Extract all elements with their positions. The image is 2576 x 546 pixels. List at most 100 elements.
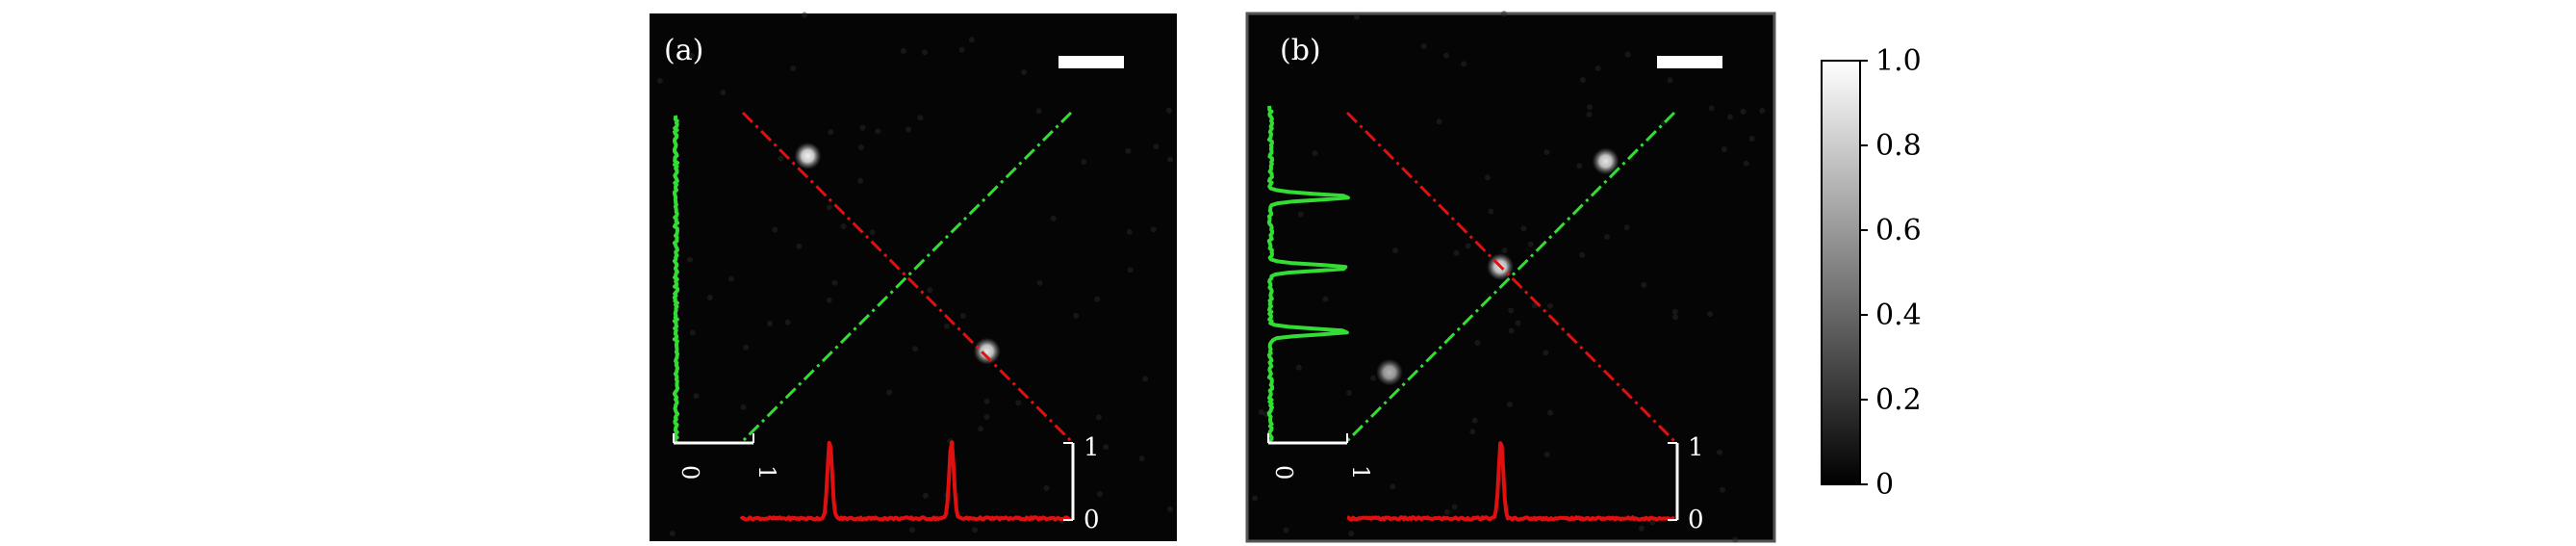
- background-speckle: [1295, 364, 1302, 371]
- background-speckle: [1469, 429, 1476, 435]
- background-speckle: [958, 46, 965, 53]
- background-speckle: [1443, 508, 1450, 515]
- background-speckle: [1576, 163, 1583, 169]
- background-speckle: [1587, 104, 1594, 111]
- background-speckle: [983, 398, 990, 404]
- background-speckle: [743, 344, 750, 351]
- panel-b-hscale-tick-0: 0: [1688, 506, 1704, 534]
- background-speckle: [790, 65, 797, 72]
- background-speckle: [1167, 156, 1174, 163]
- background-speckle: [1579, 77, 1586, 84]
- background-speckle: [1546, 302, 1553, 309]
- background-speckle: [693, 393, 700, 400]
- background-speckle: [1719, 486, 1725, 493]
- background-speckle: [1508, 307, 1515, 314]
- background-speckle: [826, 297, 832, 303]
- background-speckle: [688, 52, 695, 59]
- background-speckle: [1484, 174, 1491, 181]
- background-speckle: [1096, 491, 1103, 498]
- background-speckle: [1579, 251, 1586, 258]
- background-speckle: [959, 312, 966, 319]
- colorbar: 1.0 0.8 0.6 0.4 0.2 0: [1821, 44, 1922, 502]
- background-speckle: [921, 49, 928, 56]
- background-speckle: [1167, 506, 1174, 512]
- background-speckle: [943, 323, 950, 329]
- background-speckle: [857, 177, 864, 184]
- panel-a-scale-bar: [1058, 56, 1124, 68]
- background-speckle: [1073, 312, 1080, 319]
- colorbar-tick-label: 0.2: [1875, 383, 1922, 417]
- background-speckle: [1641, 281, 1647, 288]
- background-speckle: [831, 279, 838, 286]
- background-speckle: [1391, 247, 1398, 254]
- colorbar-tick-label: 0: [1875, 468, 1894, 502]
- background-speckle: [1594, 65, 1601, 71]
- background-speckle: [1543, 452, 1550, 458]
- background-speckle: [983, 414, 990, 421]
- background-speckle: [1081, 159, 1087, 166]
- background-speckle: [1471, 417, 1478, 424]
- background-speckle: [828, 129, 834, 136]
- background-speckle: [978, 426, 984, 432]
- background-speckle: [1283, 527, 1289, 533]
- background-speckle: [784, 319, 791, 325]
- background-speckle: [1043, 484, 1050, 491]
- background-speckle: [1527, 241, 1534, 247]
- panel-b-image: [1245, 12, 1776, 543]
- background-speckle: [1743, 160, 1749, 167]
- background-speckle: [1624, 51, 1631, 58]
- background-speckle: [1436, 118, 1442, 125]
- background-speckle: [1671, 308, 1678, 315]
- background-speckle: [767, 320, 774, 326]
- background-speckle: [706, 295, 713, 301]
- background-speckle: [1667, 77, 1673, 84]
- background-speckle: [778, 155, 784, 162]
- colorbar-gradient: [1821, 60, 1861, 485]
- background-speckle: [1717, 449, 1723, 455]
- background-speckle: [1153, 143, 1160, 150]
- panel-b-vscale-tick-0: 0: [1270, 465, 1297, 480]
- background-speckle: [1150, 226, 1157, 233]
- panel-a-green-profile: [672, 115, 680, 445]
- background-speckle: [1035, 108, 1042, 115]
- background-speckle: [908, 527, 915, 533]
- background-speckle: [1707, 311, 1714, 318]
- background-speckle: [1638, 525, 1645, 532]
- background-speckle: [1506, 401, 1513, 407]
- background-speckle: [1543, 149, 1550, 156]
- background-speckle: [1740, 108, 1747, 115]
- background-speckle: [1531, 302, 1538, 309]
- background-speckle: [1126, 228, 1133, 235]
- background-speckle: [922, 492, 929, 499]
- panel-a: (a) 0 1 1 0: [650, 12, 1177, 541]
- background-speckle: [1094, 296, 1101, 302]
- background-speckle: [1465, 243, 1471, 249]
- background-speckle: [900, 47, 906, 54]
- background-speckle: [1021, 68, 1028, 75]
- background-speckle: [669, 530, 676, 536]
- colorbar-tick-label: 0.8: [1875, 129, 1922, 163]
- background-speckle: [826, 204, 832, 211]
- background-speckle: [869, 229, 876, 236]
- background-speckle: [875, 128, 881, 135]
- background-speckle: [1165, 107, 1172, 114]
- background-speckle: [656, 77, 663, 84]
- background-speckle: [1721, 145, 1727, 152]
- colorbar-tick-label: 1.0: [1875, 44, 1922, 78]
- background-speckle: [1649, 519, 1656, 526]
- background-speckle: [1354, 13, 1361, 20]
- background-speckle: [1420, 42, 1427, 49]
- background-speckle: [796, 243, 803, 249]
- panel-a-spots: [656, 12, 1174, 536]
- panel-b-label: (b): [1280, 34, 1321, 67]
- panel-a-vscale-tick-0: 0: [676, 465, 703, 480]
- colorbar-tick-label: 0.4: [1875, 299, 1922, 332]
- background-speckle: [1547, 409, 1554, 416]
- background-speckle: [1759, 108, 1766, 115]
- background-speckle: [927, 287, 933, 294]
- panel-b-green-profile: [1266, 105, 1350, 445]
- background-speckle: [912, 346, 919, 352]
- colorbar-ticks: 1.0 0.8 0.6 0.4 0.2 0: [1860, 44, 1922, 502]
- background-speckle: [971, 527, 978, 533]
